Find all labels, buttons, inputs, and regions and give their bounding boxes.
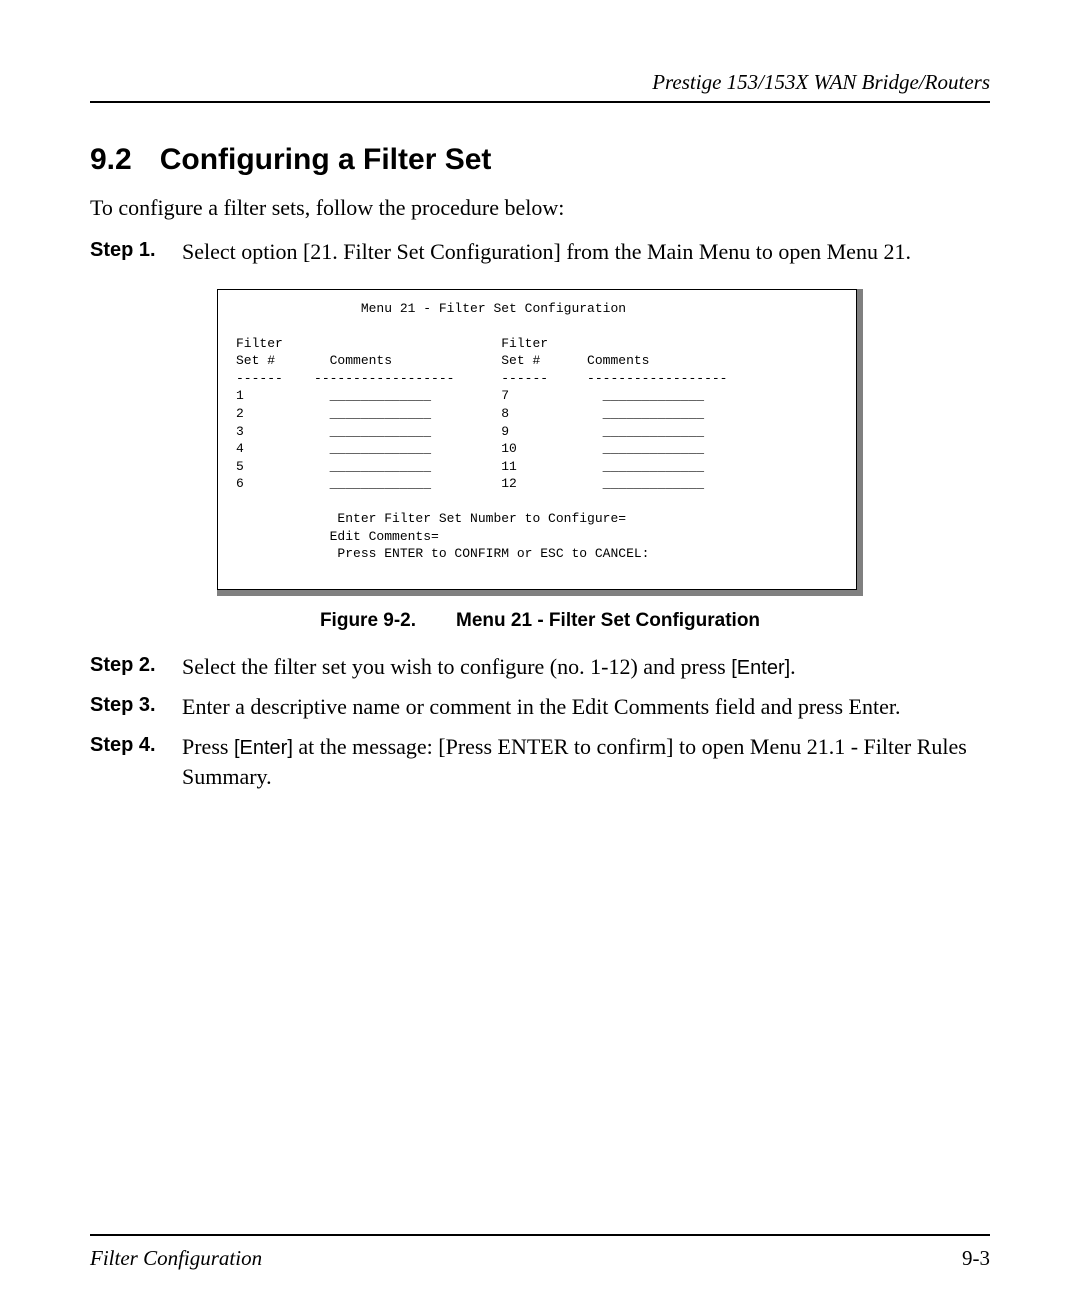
enter-key: [Enter] — [234, 737, 293, 759]
step-body: Enter a descriptive name or comment in t… — [182, 692, 990, 722]
step-2: Step 2. Select the filter set you wish t… — [90, 652, 990, 682]
header-title: Prestige 153/153X WAN Bridge/Routers — [90, 70, 990, 95]
step-body: Press [Enter] at the message: [Press ENT… — [182, 732, 990, 792]
footer-page-number: 9-3 — [962, 1246, 990, 1271]
step-3: Step 3. Enter a descriptive name or comm… — [90, 692, 990, 722]
step-label: Step 4. — [90, 732, 182, 792]
section-heading: 9.2 Configuring a Filter Set — [90, 143, 990, 177]
step-body: Select option [21. Filter Set Configurat… — [182, 237, 990, 267]
page-header: Prestige 153/153X WAN Bridge/Routers — [90, 70, 990, 103]
section-title-text: Configuring a Filter Set — [160, 143, 492, 176]
figure-shadow: Menu 21 - Filter Set Configuration Filte… — [217, 289, 863, 596]
step-label: Step 3. — [90, 692, 182, 722]
step-label: Step 2. — [90, 652, 182, 682]
step-text-post: at the message: [Press ENTER to confirm]… — [182, 734, 967, 789]
step-body: Select the filter set you wish to config… — [182, 652, 990, 682]
step-text-pre: Press — [182, 734, 234, 759]
step-4: Step 4. Press [Enter] at the message: [P… — [90, 732, 990, 792]
page-footer: Filter Configuration 9-3 — [90, 1234, 990, 1271]
enter-key: [Enter] — [731, 657, 790, 679]
step-1: Step 1. Select option [21. Filter Set Co… — [90, 237, 990, 267]
footer-left: Filter Configuration — [90, 1246, 262, 1271]
figure-container: Menu 21 - Filter Set Configuration Filte… — [90, 289, 990, 596]
figure-number: Figure 9-2. — [320, 610, 416, 632]
figure-caption-text: Menu 21 - Filter Set Configuration — [456, 610, 760, 631]
step-label: Step 1. — [90, 237, 182, 267]
section-number: 9.2 — [90, 143, 132, 177]
step-text-pre: Select the filter set you wish to config… — [182, 654, 731, 679]
step-text-post: . — [790, 654, 796, 679]
terminal-menu-box: Menu 21 - Filter Set Configuration Filte… — [217, 289, 857, 590]
intro-text: To configure a filter sets, follow the p… — [90, 195, 990, 221]
figure-caption: Figure 9-2. Menu 21 - Filter Set Configur… — [90, 610, 990, 632]
